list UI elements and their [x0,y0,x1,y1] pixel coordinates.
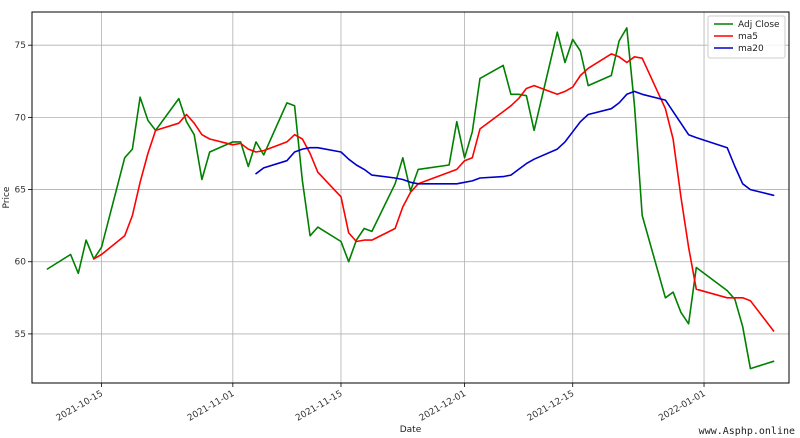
x-tick-label: 2021-11-01 [186,389,236,424]
legend-items: Adj Close ma5 ma20 [714,20,780,54]
series-lines [46,27,775,370]
y-tick-label: 75 [15,41,26,51]
x-tick-label: 2021-11-15 [294,389,344,424]
series-line-adj-close [46,27,775,370]
y-tick-label: 65 [15,186,26,196]
x-tick-label: 2021-12-01 [418,389,468,424]
y-tick-label: 55 [15,330,26,340]
y-tick-label: 60 [15,258,27,268]
y-axis-label: Price [2,186,12,208]
series-line-ma5 [93,53,775,332]
legend-label: Adj Close [738,20,780,30]
grid-lines [32,12,789,383]
chart-legend: Adj Close ma5 ma20 [707,15,786,59]
x-tick-label: 2021-10-15 [55,389,105,424]
plot-area-frame [31,11,790,384]
series-line-ma20 [255,90,775,197]
x-axis-label: Date [400,425,422,435]
legend-label: ma20 [738,44,764,54]
y-tick-label: 70 [15,113,27,123]
x-tick-label: 2022-01-01 [657,389,707,424]
x-tick-label: 2021-12-15 [526,389,576,424]
watermark-text: www.Asphp.online [699,426,795,437]
legend-label: ma5 [738,32,758,42]
